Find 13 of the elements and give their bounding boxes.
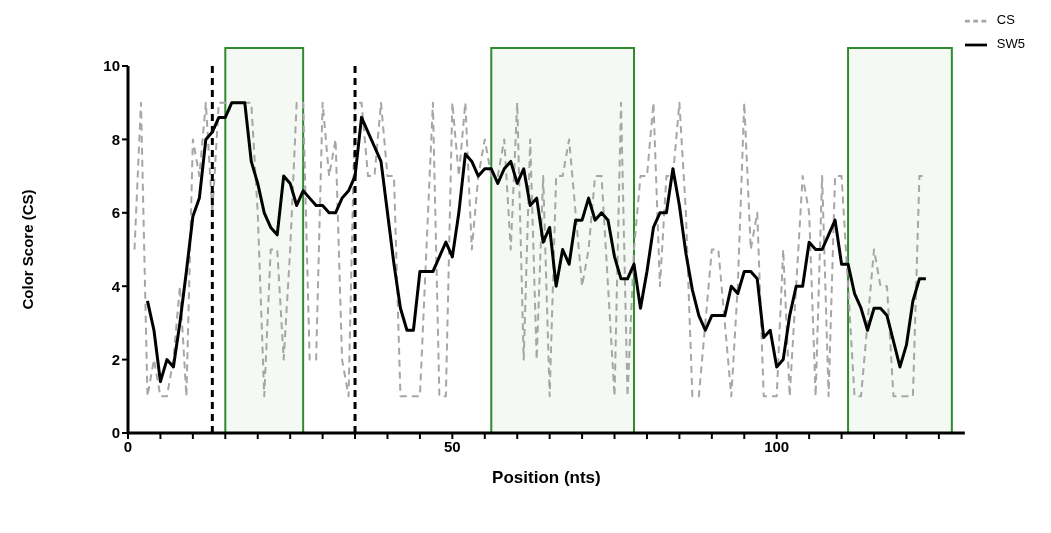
x-tick-label: 100 bbox=[764, 437, 790, 455]
y-tick-label: 8 bbox=[111, 130, 120, 148]
y-tick-label: 6 bbox=[111, 204, 120, 222]
x-axis-title: Position (nts) bbox=[492, 468, 601, 487]
y-tick-label: 0 bbox=[111, 424, 120, 442]
legend-label: CS bbox=[996, 12, 1015, 27]
y-tick-label: 4 bbox=[111, 277, 121, 295]
y-tick-label: 10 bbox=[103, 57, 120, 75]
legend-label: SW5 bbox=[996, 36, 1025, 51]
x-tick-label: 0 bbox=[123, 437, 133, 455]
x-tick-label: 50 bbox=[444, 437, 461, 455]
y-axis-title: Color Score (CS) bbox=[19, 189, 37, 310]
y-tick-label: 2 bbox=[111, 350, 120, 368]
